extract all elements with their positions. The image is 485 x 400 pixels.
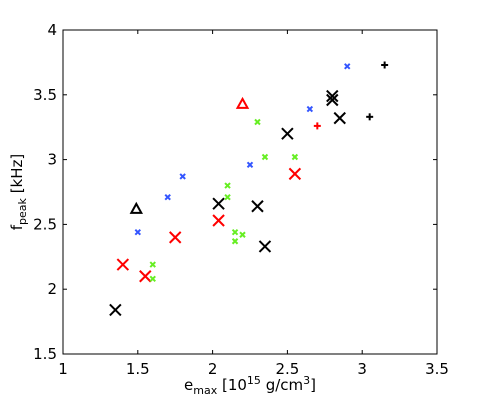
- y-axis-label-base: f: [8, 224, 26, 230]
- data-points: [109, 61, 389, 317]
- data-point-x-small-blue: [306, 105, 314, 113]
- data-point-x-large-red: [116, 258, 130, 271]
- data-point-plus-black: [366, 113, 374, 121]
- data-point-triangle-black: [129, 201, 144, 214]
- data-point-plus-black: [381, 61, 389, 69]
- x-axis-label-post: ]: [310, 376, 316, 394]
- y-tick-label: 3.5: [33, 86, 57, 104]
- data-point-x-small-green: [231, 238, 239, 245]
- y-axis-label-post: [kHz]: [8, 154, 26, 198]
- data-point-x-large-black: [258, 240, 272, 253]
- x-axis-label-mid: g/cm: [261, 376, 303, 394]
- y-tick-label: 1.5: [33, 345, 57, 363]
- data-point-x-small-green: [254, 118, 261, 126]
- plot-area: [62, 29, 438, 355]
- data-point-x-small-green: [149, 261, 156, 268]
- x-tick-label: 3.5: [425, 360, 449, 378]
- data-point-x-small-blue: [164, 193, 171, 201]
- x-axis-label-pre: [10: [217, 376, 247, 394]
- x-tick-label: 2: [208, 360, 218, 378]
- data-point-x-small-green: [149, 275, 156, 283]
- y-axis-label: fpeak [kHz]: [8, 154, 29, 230]
- x-axis-label-sub: max: [193, 384, 217, 397]
- x-axis-label-base: e: [184, 376, 193, 394]
- data-point-x-large-black: [251, 200, 264, 213]
- y-axis-label-sub: peak: [16, 197, 29, 224]
- data-point-x-small-green: [224, 182, 231, 189]
- data-point-x-large-red: [139, 270, 152, 283]
- data-point-x-small-green: [239, 231, 246, 238]
- data-point-x-large-black: [281, 127, 294, 140]
- x-tick-label: 2.5: [275, 360, 299, 378]
- data-point-x-large-black: [212, 197, 225, 210]
- axis-ticks: [62, 29, 438, 355]
- data-point-x-small-green: [224, 193, 231, 201]
- data-point-x-large-black: [326, 89, 339, 103]
- y-tick-label: 3: [47, 151, 57, 169]
- data-point-x-small-green: [261, 153, 269, 161]
- data-point-x-large-black: [326, 93, 339, 107]
- x-tick-label: 1.5: [126, 360, 150, 378]
- x-tick-label: 3: [357, 360, 367, 378]
- data-point-plus-red: [313, 122, 321, 130]
- x-tick-labels: 1 1.5 2 2.5 3 3.5: [58, 360, 449, 378]
- data-point-x-large-black: [333, 111, 346, 125]
- data-point-x-small-blue: [344, 63, 351, 70]
- data-point-triangle-red: [235, 96, 250, 109]
- x-axis-label: emax [1015 g/cm3]: [184, 374, 316, 397]
- x-tick-label: 1: [58, 360, 68, 378]
- data-point-x-small-green: [231, 228, 239, 236]
- y-tick-label: 2: [47, 280, 57, 298]
- data-point-x-large-black: [109, 303, 122, 317]
- y-tick-label: 2.5: [33, 215, 57, 233]
- x-axis-label-sup1: 15: [247, 374, 261, 387]
- data-point-x-small-blue: [246, 161, 254, 168]
- data-point-x-small-green: [291, 153, 299, 161]
- x-axis-label-sup2: 3: [303, 374, 310, 387]
- data-point-x-small-blue: [134, 228, 142, 236]
- data-point-x-small-blue: [179, 173, 186, 180]
- data-point-x-large-red: [288, 167, 302, 181]
- data-point-x-large-red: [168, 231, 182, 244]
- data-point-x-large-red: [212, 214, 225, 227]
- y-tick-labels: 1.5 2 2.5 3 3.5 4: [33, 21, 57, 363]
- y-tick-label: 4: [47, 21, 57, 39]
